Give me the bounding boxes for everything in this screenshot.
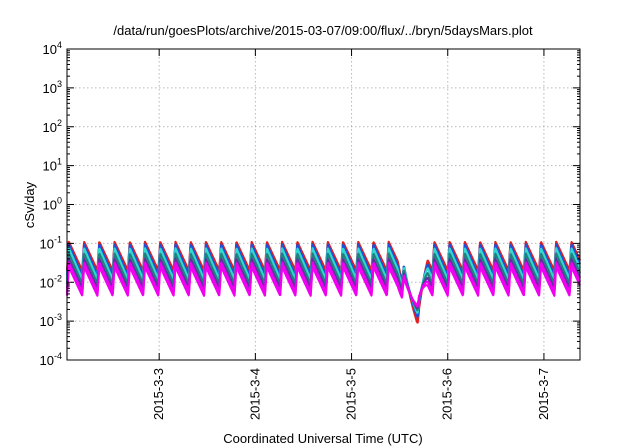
y-tick-exponent: 2 — [57, 118, 62, 128]
y-tick-label: 101 — [43, 157, 62, 174]
y-tick-exponent: -4 — [54, 351, 62, 361]
y-tick-label: 10-4 — [40, 351, 62, 368]
y-tick-exponent: -2 — [54, 273, 62, 283]
y-tick-label: 102 — [43, 118, 62, 135]
y-tick-exponent: -3 — [54, 312, 62, 322]
y-tick-base: 10 — [43, 81, 57, 96]
y-tick-base: 10 — [43, 42, 57, 57]
y-tick-exponent: -1 — [54, 234, 62, 244]
x-tick-label: 2015-3-6 — [440, 368, 455, 420]
series-group — [65, 240, 582, 324]
grid — [67, 49, 580, 360]
y-tick-exponent: 4 — [57, 40, 62, 50]
y-tick-label: 100 — [43, 196, 62, 213]
x-tick-label: 2015-3-4 — [247, 368, 262, 420]
y-tick-label: 10-3 — [40, 312, 62, 329]
y-tick-exponent: 3 — [57, 79, 62, 89]
chart-title: /data/run/goesPlots/archive/2015-03-07/0… — [113, 23, 533, 38]
y-tick-base: 10 — [40, 353, 54, 368]
y-tick-exponent: 0 — [57, 196, 62, 206]
y-axis-label: cSv/day — [22, 181, 37, 228]
x-tick-label: 2015-3-3 — [151, 368, 166, 420]
y-tick-base: 10 — [40, 314, 54, 329]
y-tick-base: 10 — [40, 236, 54, 251]
y-tick-exponent: 1 — [57, 157, 62, 167]
y-tick-base: 10 — [43, 198, 57, 213]
y-tick-label: 10-2 — [40, 273, 62, 290]
x-axis: 2015-3-3 2015-3-4 2015-3-5 2015-3-6 2015-3-7 — [151, 49, 551, 420]
y-tick-base: 10 — [43, 120, 57, 135]
y-tick-label: 10-1 — [40, 234, 62, 251]
x-tick-label: 2015-3-7 — [536, 368, 551, 420]
y-tick-base: 10 — [43, 159, 57, 174]
x-axis-label: Coordinated Universal Time (UTC) — [223, 431, 422, 446]
series-line — [65, 265, 581, 307]
y-tick-base: 10 — [40, 275, 54, 290]
y-tick-label: 104 — [43, 40, 62, 57]
x-tick-label: 2015-3-5 — [344, 368, 359, 420]
y-tick-label: 103 — [43, 79, 62, 96]
